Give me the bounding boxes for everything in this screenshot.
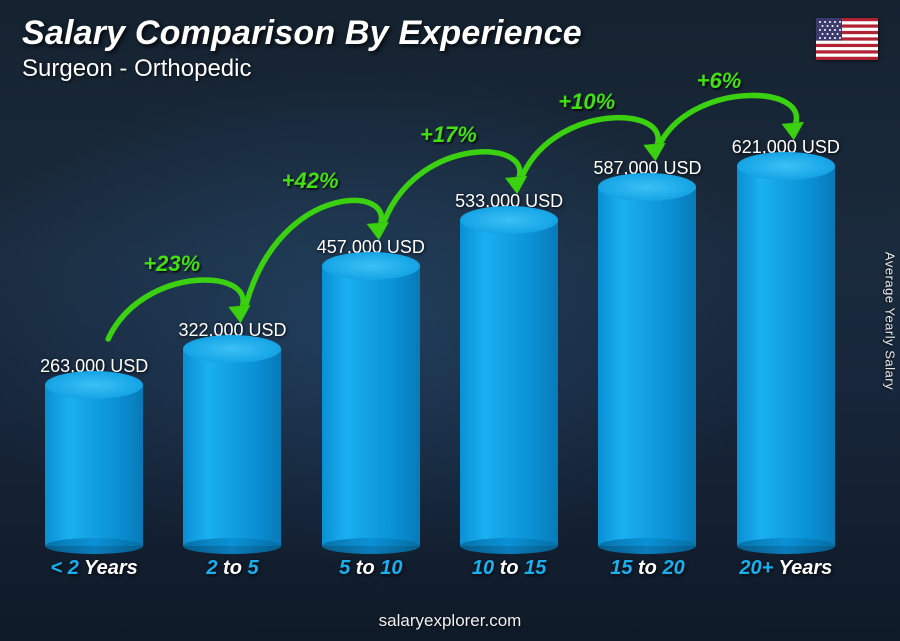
- bar: [460, 220, 558, 546]
- x-axis-label: 5 to 10: [302, 557, 440, 580]
- bar-slot: 457,000 USD: [302, 100, 440, 546]
- salary-chart: 263,000 USD322,000 USD457,000 USD533,000…: [25, 100, 855, 576]
- bar-slot: 533,000 USD: [440, 100, 578, 546]
- bar-slot: 263,000 USD: [25, 100, 163, 546]
- bar: [183, 349, 281, 546]
- x-axis-label: < 2 Years: [25, 557, 163, 580]
- header: Salary Comparison By Experience Surgeon …: [22, 14, 878, 83]
- x-axis-labels: < 2 Years2 to 55 to 1010 to 1515 to 2020…: [25, 557, 855, 580]
- page-subtitle: Surgeon - Orthopedic: [22, 55, 878, 83]
- bar-slot: 587,000 USD: [578, 100, 716, 546]
- x-axis-label: 15 to 20: [578, 557, 716, 580]
- footer-attribution: salaryexplorer.com: [0, 611, 900, 631]
- x-axis-label: 2 to 5: [163, 557, 301, 580]
- bar: [45, 385, 143, 546]
- bar-slot: 322,000 USD: [163, 100, 301, 546]
- bars-container: 263,000 USD322,000 USD457,000 USD533,000…: [25, 100, 855, 546]
- page-title: Salary Comparison By Experience: [22, 14, 878, 53]
- bar-slot: 621,000 USD: [717, 100, 855, 546]
- bar: [322, 266, 420, 546]
- bar: [737, 166, 835, 546]
- us-flag-icon: [816, 18, 878, 60]
- y-axis-label: Average Yearly Salary: [883, 221, 898, 421]
- x-axis-label: 20+ Years: [717, 557, 855, 580]
- x-axis-label: 10 to 15: [440, 557, 578, 580]
- bar: [598, 187, 696, 546]
